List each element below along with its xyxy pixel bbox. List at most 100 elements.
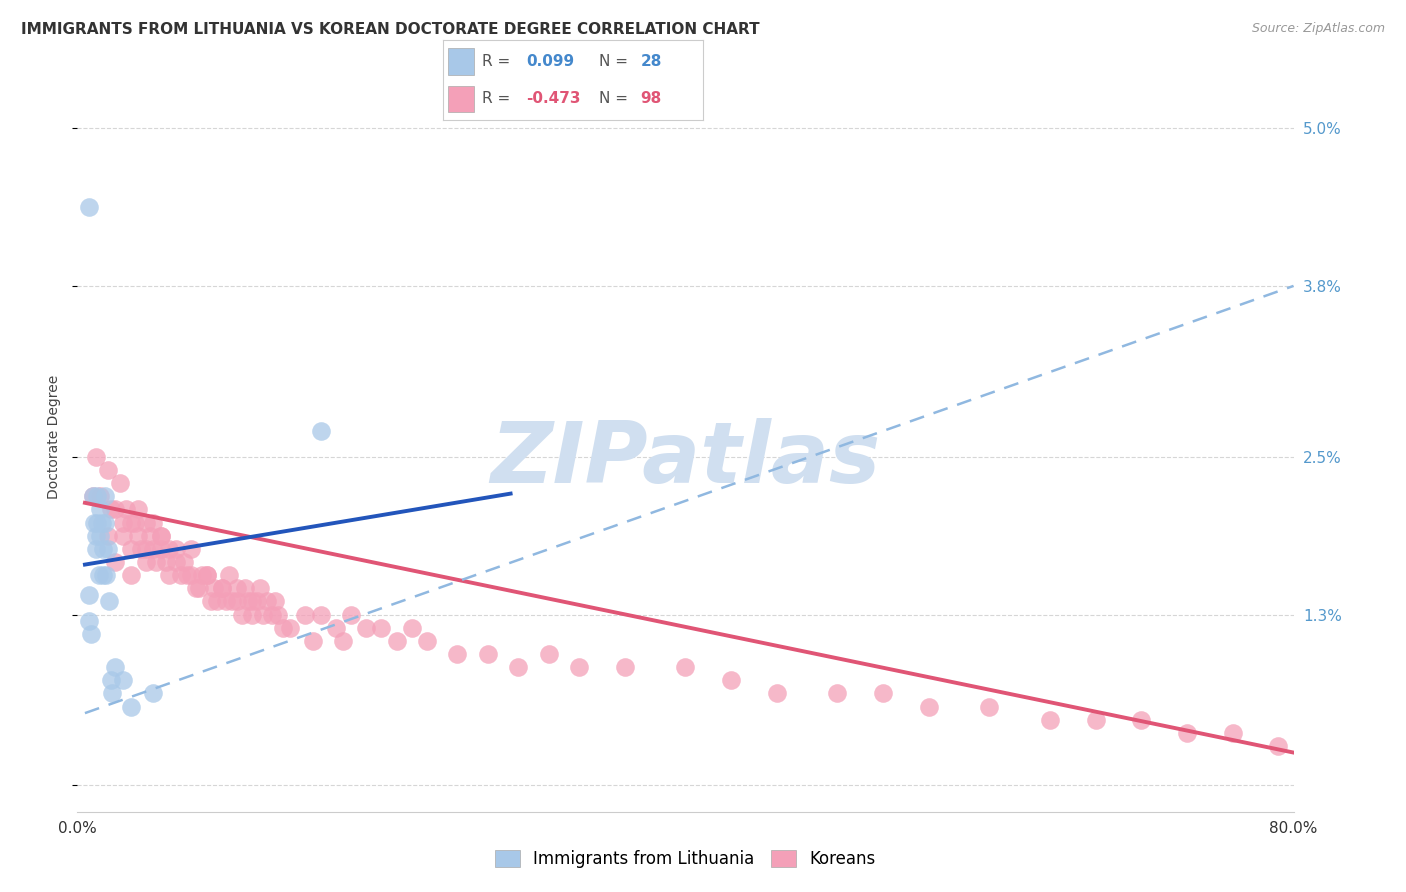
Point — [332, 633, 354, 648]
Point — [1175, 726, 1198, 740]
Point — [83, 516, 105, 530]
Text: 0.099: 0.099 — [526, 54, 574, 70]
Point — [157, 568, 180, 582]
Point — [1039, 713, 1062, 727]
Point — [135, 541, 157, 556]
Point — [325, 621, 347, 635]
Point — [149, 529, 172, 543]
Point — [827, 686, 849, 700]
Point — [120, 516, 142, 530]
Point — [142, 516, 165, 530]
Point — [129, 541, 152, 556]
Point — [765, 686, 787, 700]
Point — [872, 686, 894, 700]
Point — [202, 581, 225, 595]
Point — [139, 529, 162, 543]
Point — [157, 541, 180, 556]
Point — [87, 568, 110, 582]
Point — [568, 660, 591, 674]
Text: Source: ZipAtlas.com: Source: ZipAtlas.com — [1251, 22, 1385, 36]
Text: R =: R = — [482, 54, 510, 70]
Text: N =: N = — [599, 54, 628, 70]
Point — [1084, 713, 1107, 727]
Bar — [449, 86, 474, 112]
Point — [537, 647, 560, 661]
Point — [508, 660, 530, 674]
Text: R =: R = — [482, 91, 510, 106]
Bar — [449, 48, 474, 75]
Point — [240, 607, 263, 622]
Point — [142, 541, 165, 556]
Point — [675, 660, 697, 674]
Point — [309, 424, 332, 438]
Point — [200, 594, 222, 608]
Point — [370, 621, 392, 635]
Point — [195, 568, 218, 582]
Point — [340, 607, 363, 622]
Point — [385, 633, 408, 648]
Point — [236, 594, 259, 608]
Point — [111, 673, 134, 688]
Point — [271, 621, 294, 635]
Point — [170, 568, 193, 582]
Point — [180, 541, 202, 556]
Point — [173, 555, 195, 569]
Point — [720, 673, 742, 688]
Point — [142, 686, 165, 700]
Point — [211, 581, 233, 595]
Point — [120, 568, 142, 582]
Point — [79, 614, 101, 628]
Point — [86, 489, 108, 503]
Point — [256, 594, 278, 608]
Point — [211, 581, 233, 595]
Point — [98, 594, 121, 608]
Point — [89, 502, 111, 516]
Point — [1267, 739, 1289, 753]
Point — [111, 529, 134, 543]
Point — [124, 516, 146, 530]
Point — [86, 516, 108, 530]
Text: -0.473: -0.473 — [526, 91, 581, 106]
Point — [302, 633, 325, 648]
Text: N =: N = — [599, 91, 628, 106]
Point — [120, 699, 142, 714]
Point — [79, 588, 101, 602]
Point — [231, 607, 253, 622]
Point — [104, 555, 127, 569]
Point — [127, 502, 149, 516]
Point — [89, 489, 111, 503]
Point — [97, 463, 120, 477]
Point — [93, 516, 115, 530]
Point — [477, 647, 499, 661]
Text: IMMIGRANTS FROM LITHUANIA VS KOREAN DOCTORATE DEGREE CORRELATION CHART: IMMIGRANTS FROM LITHUANIA VS KOREAN DOCT… — [21, 22, 759, 37]
Text: ZIPatlas: ZIPatlas — [491, 418, 880, 501]
Point — [176, 568, 198, 582]
Point — [240, 594, 263, 608]
Point — [93, 489, 115, 503]
Point — [120, 541, 142, 556]
Point — [446, 647, 468, 661]
Point — [979, 699, 1001, 714]
Point — [135, 555, 157, 569]
Point — [278, 621, 301, 635]
Y-axis label: Doctorate Degree: Doctorate Degree — [48, 375, 62, 500]
Point — [249, 581, 271, 595]
Point — [180, 568, 202, 582]
Point — [127, 529, 149, 543]
Point — [115, 502, 138, 516]
Point — [233, 581, 256, 595]
Point — [215, 594, 238, 608]
Point — [84, 450, 107, 464]
Point — [354, 621, 377, 635]
Point — [1130, 713, 1153, 727]
Point — [84, 541, 107, 556]
Point — [149, 541, 172, 556]
Point — [165, 541, 187, 556]
Point — [155, 555, 177, 569]
Legend: Immigrants from Lithuania, Koreans: Immigrants from Lithuania, Koreans — [488, 843, 883, 874]
Point — [84, 529, 107, 543]
Point — [184, 581, 207, 595]
Point — [90, 516, 112, 530]
Point — [1222, 726, 1244, 740]
Point — [82, 489, 104, 503]
